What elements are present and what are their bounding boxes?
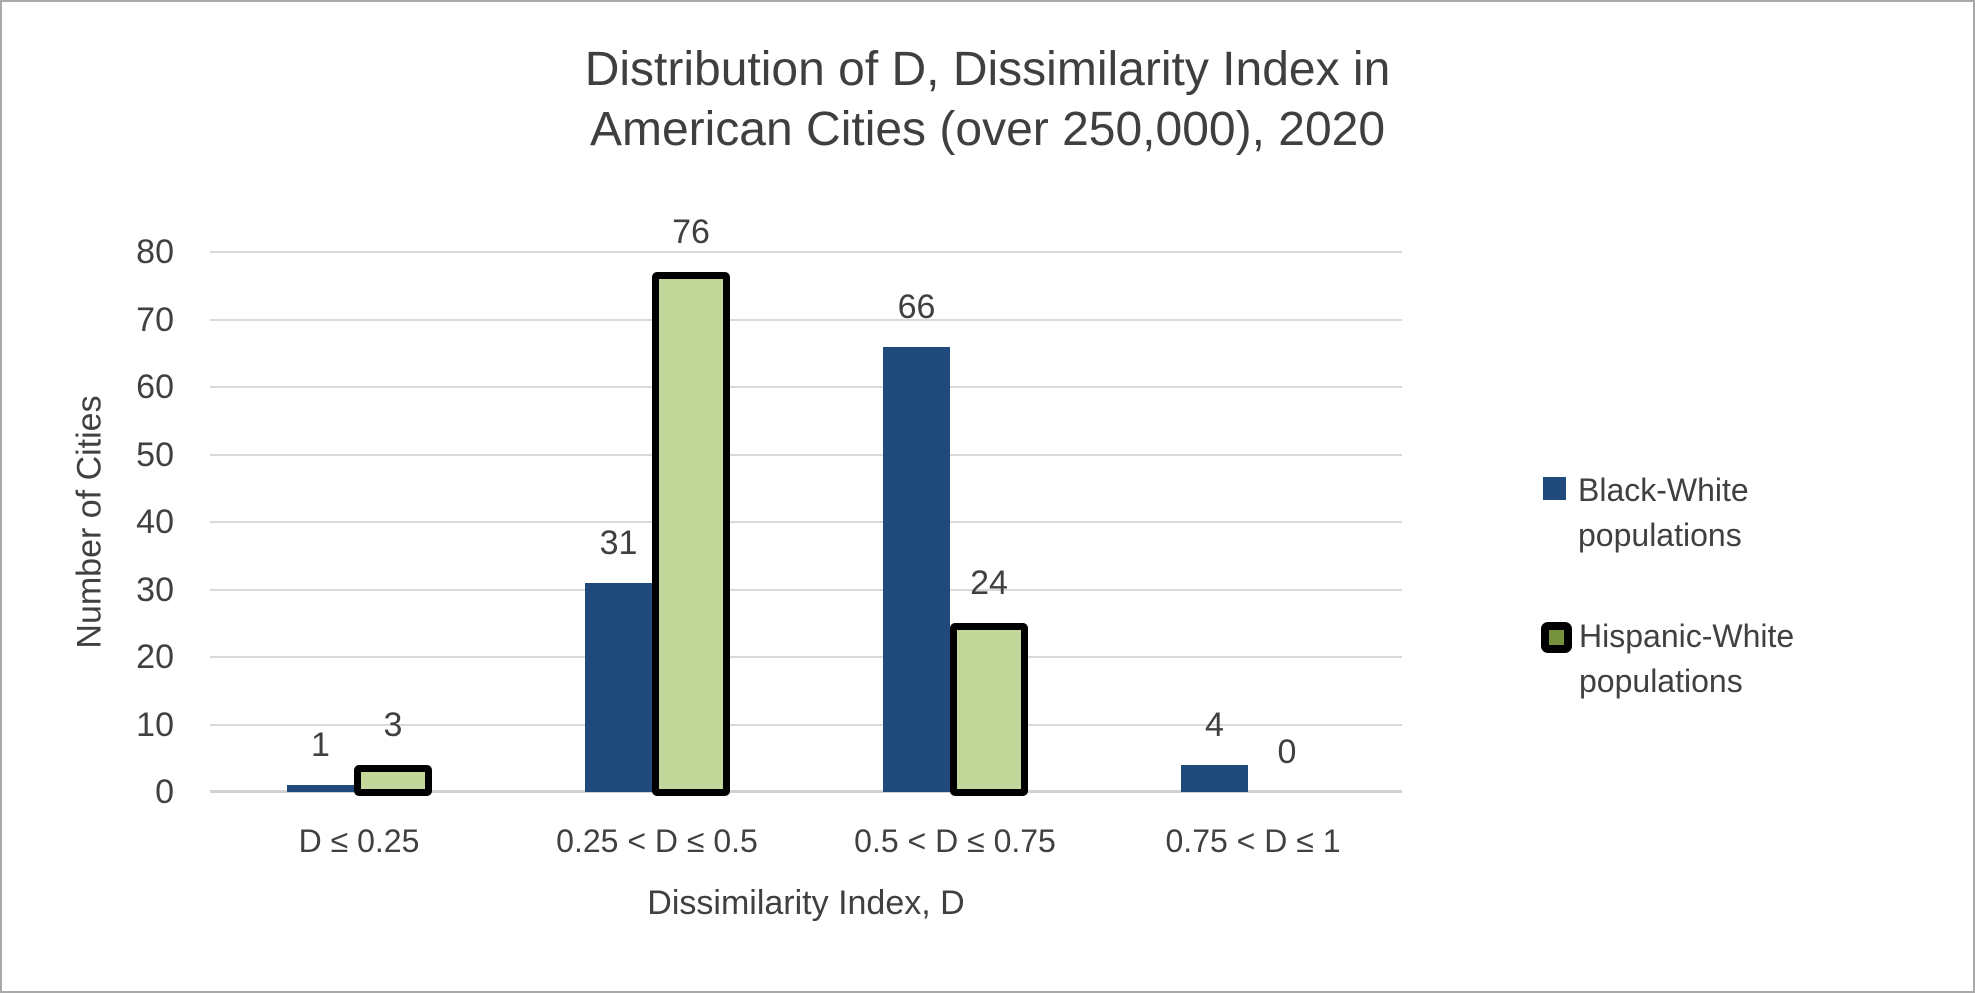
bar-hispanic-white [950,623,1028,796]
chart-title-line1: Distribution of D, Dissimilarity Index i… [584,43,1391,96]
data-label: 31 [599,523,638,562]
y-tick-label-10: 10 [136,705,174,744]
plot-area: 1 3 31 76 66 24 4 0 [210,214,1402,796]
x-category-label: 0.75 < D ≤ 1 [1165,823,1341,859]
legend-entry-black-white: Black-White populations [1543,468,1830,558]
data-label: 76 [672,213,710,251]
y-tick-label-0: 0 [155,773,174,811]
data-label: 4 [1205,706,1224,744]
legend-entry-hispanic-white: Hispanic-White populations [1541,614,1831,704]
x-category-label: 0.5 < D ≤ 0.75 [854,823,1056,859]
y-tick-label-20: 20 [136,638,174,676]
gridline-10 [210,723,1402,726]
gridline-50 [210,453,1402,456]
gridline-20 [210,656,1402,658]
data-label: 0 [1277,733,1297,771]
x-category-label: 0.25 < D ≤ 0.5 [556,823,758,859]
bar-hispanic-white [354,764,432,796]
data-label: 1 [311,726,330,765]
gridline-80 [210,251,1402,253]
y-tick-label-70: 70 [136,300,174,339]
gridline-40 [210,521,1402,523]
y-tick-label-40: 40 [136,503,174,541]
y-tick-label-30: 30 [136,570,174,609]
bar-hispanic-white [652,272,730,796]
bar-black-white [287,785,354,792]
chart-title: Distribution of D, Dissimilarity Index i… [2,40,1973,160]
bar-black-white [883,346,950,792]
y-tick-label-50: 50 [136,435,174,474]
legend-label-black-white: Black-White populations [1578,472,1749,553]
x-axis-title: Dissimilarity Index, D [647,884,965,922]
data-label: 66 [897,287,936,326]
data-label: 24 [970,564,1008,602]
x-category-label: D ≤ 0.25 [298,823,420,859]
gridline-30 [210,588,1402,591]
x-axis-line [210,790,1402,793]
legend-swatch-hispanic-white-icon [1541,622,1572,653]
legend-swatch-black-white-icon [1543,477,1566,500]
chart-title-line2: American Cities (over 250,000), 2020 [589,103,1386,156]
bar-black-white [1181,765,1248,792]
legend-label-hispanic-white: Hispanic-White populations [1579,618,1795,699]
bar-black-white [585,582,652,792]
data-label: 3 [383,705,403,744]
gridline-60 [210,386,1402,388]
y-tick-label-80: 80 [136,233,174,271]
gridline-70 [210,318,1402,321]
y-tick-label-60: 60 [136,368,174,406]
